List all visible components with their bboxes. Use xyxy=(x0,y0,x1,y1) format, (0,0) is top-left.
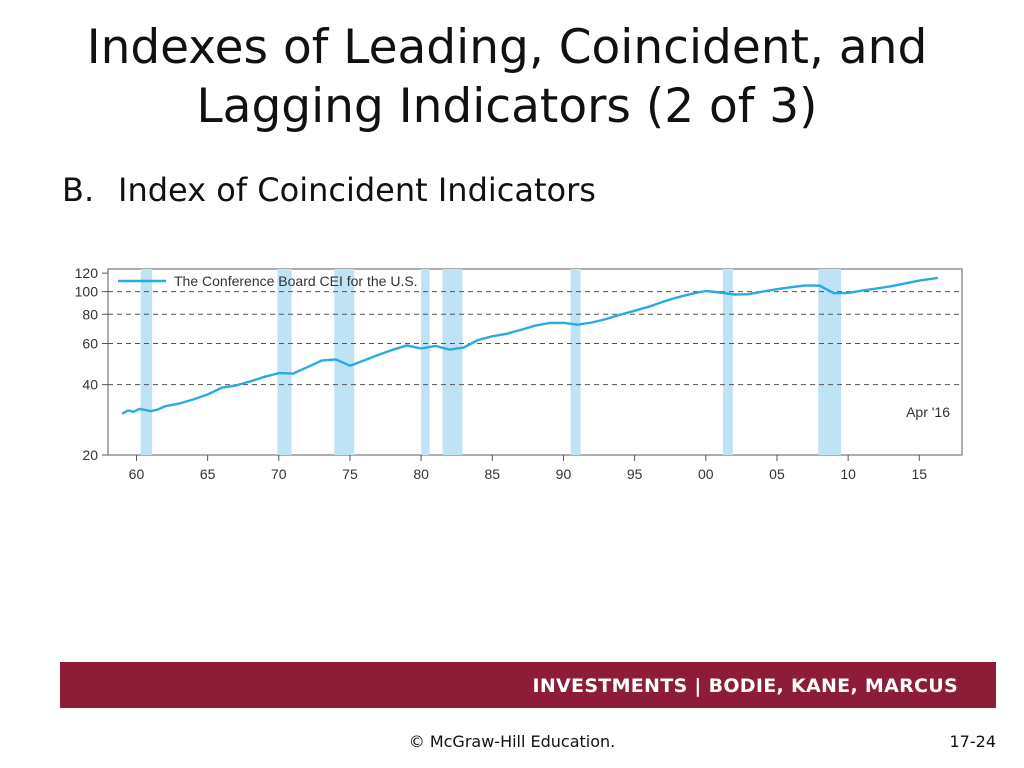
y-tick-label-60: 60 xyxy=(82,335,98,351)
x-tick-label-00: 00 xyxy=(698,466,714,482)
cei-line-chart: 20 40 60 80 100 120 60 65 70 75 80 85 90 95 00 05 10 15 Th… xyxy=(75,265,963,482)
y-tick-label-120: 120 xyxy=(75,265,99,281)
legend-label: The Conference Board CEI for the U.S. xyxy=(174,273,418,289)
x-tick-label-85: 85 xyxy=(485,466,501,482)
recession-band-6 xyxy=(570,269,581,455)
footer-band-text: INVESTMENTS | BODIE, KANE, MARCUS xyxy=(532,675,958,697)
recession-band-2 xyxy=(277,269,292,455)
slide-title: Indexes of Leading, Coincident, and Lagg… xyxy=(40,18,974,136)
footer-band: INVESTMENTS | BODIE, KANE, MARCUS xyxy=(60,662,996,708)
x-tick-label-65: 65 xyxy=(200,466,216,482)
copyright-text: © McGraw-Hill Education. xyxy=(408,732,616,751)
recession-band-1 xyxy=(140,269,153,455)
chart-container: 20 40 60 80 100 120 60 65 70 75 80 85 90 95 00 05 10 15 Th… xyxy=(50,257,980,497)
x-tick-label-10: 10 xyxy=(840,466,856,482)
recession-band-5 xyxy=(442,269,463,455)
slide-title-line-2: Lagging Indicators (2 of 3) xyxy=(196,79,818,134)
series-line-cei xyxy=(121,276,938,415)
x-tick-label-75: 75 xyxy=(342,466,358,482)
bullet-item: B. Index of Coincident Indicators xyxy=(62,170,596,210)
bullet-text: Index of Coincident Indicators xyxy=(118,171,596,209)
slide-title-line-1: Indexes of Leading, Coincident, and xyxy=(86,20,928,75)
recession-band-8 xyxy=(818,269,842,455)
x-tick-label-05: 05 xyxy=(769,466,785,482)
x-tick-label-80: 80 xyxy=(413,466,429,482)
y-tick-label-20: 20 xyxy=(82,447,98,463)
x-tick-label-95: 95 xyxy=(627,466,643,482)
recession-band-7 xyxy=(722,269,733,455)
x-tick-label-60: 60 xyxy=(129,466,145,482)
chart-annotation: Apr '16 xyxy=(906,404,950,420)
slide-number: 17-24 xyxy=(949,732,997,751)
x-tick-label-70: 70 xyxy=(271,466,287,482)
y-tick-label-100: 100 xyxy=(75,284,99,300)
y-tick-label-40: 40 xyxy=(82,377,98,393)
x-tick-label-90: 90 xyxy=(556,466,572,482)
bullet-marker: B. xyxy=(62,171,95,209)
x-tick-label-15: 15 xyxy=(912,466,928,482)
recession-band-4 xyxy=(421,269,430,455)
y-tick-label-80: 80 xyxy=(82,306,98,322)
